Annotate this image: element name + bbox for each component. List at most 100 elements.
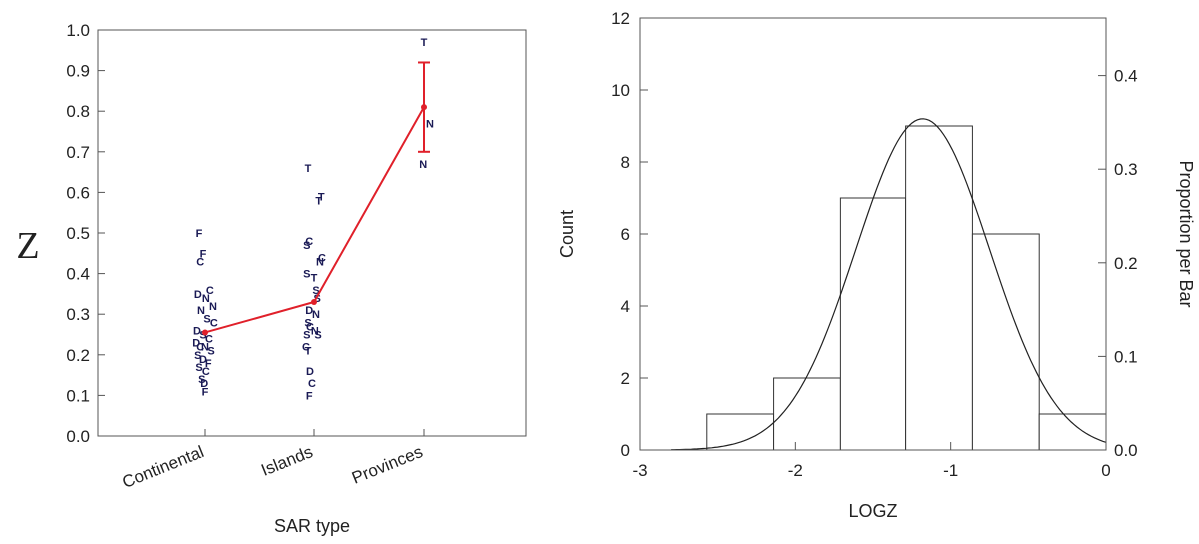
x-axis: -3 -2 -1 0 [632,442,1111,480]
data-point: S [303,269,310,281]
data-point: C [318,252,326,264]
mean-point [421,104,427,111]
data-point: S [314,330,321,342]
x-tick-label: -2 [788,461,803,480]
y-tick-label: 0.5 [66,224,90,243]
data-point: C [206,285,214,297]
data-point: C [306,321,314,333]
y-tick-label: 10 [611,81,630,100]
data-point: C [210,317,218,329]
data-point: S [195,362,202,374]
z-scatter-chart: 0.0 0.1 0.2 0.3 0.4 0.5 0.6 0.7 0.8 0.9 1.0 Contin… [16,21,527,536]
data-point: S [303,240,310,252]
y-axis-right: 0.0 0.1 0.2 0.3 0.4 [1098,67,1138,460]
histogram-bar [839,197,907,451]
y-axis-title: Z [16,225,39,267]
data-point: N [209,301,217,313]
y-tick-label: 1.0 [66,21,90,40]
data-point: S [194,350,201,362]
data-point: F [306,390,313,402]
data-point: C [202,366,210,378]
data-point: F [196,228,203,240]
x-tick-label: -3 [632,461,647,480]
data-point: T [318,191,325,203]
data-point: N [312,309,320,321]
y-tick-label: 0.6 [66,183,90,202]
data-point: C [305,236,313,248]
y-tick-label: 6 [621,225,630,244]
y2-tick-label: 0.1 [1114,347,1138,366]
data-point: S [203,313,210,325]
y-tick-label: 0 [621,441,630,460]
histogram-bar [905,125,973,451]
data-point: D [194,289,202,301]
histogram-bar [773,377,841,451]
data-point: D [305,305,313,317]
y2-tick-label: 0.0 [1114,441,1138,460]
histogram-bar [971,233,1040,451]
x-axis: Continental Islands Provinces [120,429,425,492]
data-point: C [196,256,204,268]
y-tick-label: 0.4 [66,265,90,284]
data-point: T [315,196,322,208]
y-tick-label: 4 [621,297,630,316]
data-point: D [200,378,208,390]
data-point: F [205,358,212,370]
x-axis-title: SAR type [274,516,350,536]
x-tick-label: Provinces [349,442,425,488]
mean-line [202,61,430,336]
data-point: C [302,342,310,354]
data-point: T [305,346,312,358]
y-tick-label: 0.2 [66,346,90,365]
y-tick-label: 0.7 [66,143,90,162]
y2-tick-label: 0.2 [1114,254,1138,273]
x-tick-label: 0 [1101,461,1110,480]
y-axis-left: 0 2 4 6 8 10 12 [611,9,648,460]
data-point: S [314,293,321,305]
y2-tick-label: 0.4 [1114,67,1138,86]
y-tick-label: 0.8 [66,102,90,121]
data-point: T [305,163,312,175]
data-point: S [312,285,319,297]
data-point: T [421,37,428,49]
data-point: T [311,273,318,285]
data-point: D [199,354,207,366]
data-point: F [200,248,207,260]
y-tick-label: 12 [611,9,630,28]
data-point: N [201,342,209,354]
histogram-bar [706,413,775,451]
y-tick-label: 0.1 [66,386,90,405]
data-point: C [196,342,204,354]
y-axis-title: Count [557,210,577,258]
data-point: F [202,386,209,398]
data-point: C [205,334,213,346]
data-point: S [303,330,310,342]
data-point: S [207,346,214,358]
data-point: D [192,338,200,350]
data-point: S [198,374,205,386]
normal-curve [671,118,1107,451]
x-axis-title: LOGZ [848,501,897,521]
y-tick-label: 0.0 [66,427,90,446]
y-tick-label: 0.3 [66,305,90,324]
data-point: D [193,325,201,337]
y-axis: 0.0 0.1 0.2 0.3 0.4 0.5 0.6 0.7 0.8 0.9 1.0 [66,21,105,446]
data-point: D [306,366,314,378]
data-point: N [311,325,319,337]
x-tick-label: Continental [120,442,207,492]
data-point: N [202,293,210,305]
histogram-bars [706,125,1107,451]
mean-point [311,299,317,306]
y2-tick-label: 0.3 [1114,160,1138,179]
data-point: N [419,159,427,171]
data-point: N [197,305,205,317]
x-tick-label: -1 [943,461,958,480]
data-point: N [426,118,434,130]
data-point: N [316,256,324,268]
data-point: S [304,317,311,329]
y-tick-label: 0.9 [66,62,90,81]
data-point: S [199,330,206,342]
